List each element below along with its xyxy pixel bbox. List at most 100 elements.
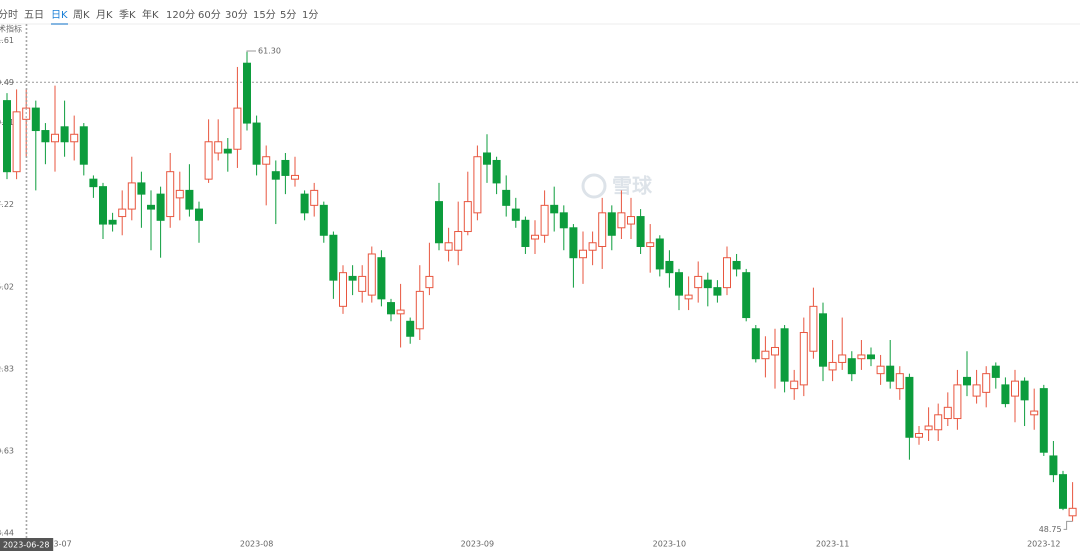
period-tabs: 分时 五日 日K 周K 月K 季K 年K 120分 60分 30分 15分 5分 1分 (0, 0, 1080, 25)
candle-body (953, 384, 962, 420)
candle-body (751, 328, 760, 360)
candle-body (627, 216, 635, 225)
candle-body (684, 294, 693, 300)
period-tab[interactable]: 30分 (225, 10, 248, 21)
x-tick-label: 2023-12 (1027, 540, 1060, 549)
candle-body (636, 216, 645, 247)
candle-body (3, 100, 11, 173)
candle-body (924, 425, 933, 431)
candle-body (387, 302, 395, 315)
candle-body (598, 212, 607, 247)
period-tab[interactable]: 周K (73, 10, 90, 21)
candle-body (521, 219, 530, 247)
candle-body (214, 141, 223, 154)
crosshair-label-box (0, 538, 54, 551)
period-tab[interactable]: 1分 (302, 10, 319, 21)
period-tab[interactable]: 五日 (24, 10, 44, 21)
candle-body (665, 260, 674, 274)
period-tab[interactable]: 月K (96, 10, 113, 21)
period-tab[interactable]: 年K (142, 10, 159, 21)
period-tab[interactable]: 60分 (198, 10, 221, 21)
candle-body (463, 201, 472, 233)
period-tab[interactable]: 分时 (0, 10, 18, 21)
x-tick-label: 2023-08 (240, 540, 273, 549)
candle-body (51, 133, 59, 143)
candle-body (819, 313, 827, 367)
period-tab[interactable]: 5分 (280, 10, 297, 21)
period-tab[interactable]: 120分 (166, 10, 196, 21)
candle-body (799, 332, 808, 386)
candle-body (675, 272, 683, 296)
candle-body (540, 204, 549, 236)
x-tick-label: 2023-09 (461, 540, 494, 549)
candle-body (1068, 507, 1077, 517)
candle-body (1059, 474, 1067, 509)
candle-body (857, 354, 866, 360)
candle-body (137, 182, 146, 195)
watermark-text: 雪球 (612, 174, 653, 198)
candle-body (358, 275, 367, 292)
candle-body (588, 242, 597, 251)
candle-body (732, 260, 741, 270)
candle-body (511, 208, 520, 221)
candle-body (89, 178, 98, 188)
candle-body (713, 287, 722, 296)
y-tick-label: 52.83 (0, 364, 14, 373)
indicator-label: 技术指标 (0, 24, 22, 34)
candle-body (435, 201, 443, 244)
candle-body (1030, 410, 1039, 416)
candle-body (607, 212, 616, 236)
candle-body (1020, 380, 1029, 401)
candle-body (473, 156, 482, 214)
candle-body (492, 159, 501, 184)
candle-body (243, 62, 251, 124)
candle-body (550, 204, 559, 214)
annotation-leader (246, 50, 256, 52)
candle-body (886, 365, 895, 382)
candle-body (483, 152, 491, 165)
candle-body (406, 320, 415, 337)
candle-body (723, 257, 731, 289)
candle-body (329, 234, 338, 281)
candle-body (204, 141, 213, 180)
candle-body (377, 257, 386, 300)
y-tick-label: 57.22 (0, 200, 14, 209)
y-tick-label: 61.61 (0, 36, 14, 45)
candle-body (31, 107, 40, 132)
candle-body (396, 309, 405, 315)
candle-body (271, 171, 280, 180)
candle-body (127, 182, 136, 210)
candle-body (70, 133, 79, 143)
candle-body (905, 376, 914, 438)
candle-body (847, 358, 856, 375)
x-tick-label: 2023-10 (653, 540, 686, 549)
y-tick-label: 50.63 (0, 447, 14, 456)
period-tab[interactable]: 15分 (253, 10, 276, 21)
candle-body (579, 249, 587, 259)
candle-body (300, 193, 309, 214)
candle-body (790, 380, 799, 390)
candle-body (943, 406, 952, 420)
candle-body (415, 290, 424, 330)
candle-body (915, 433, 923, 438)
candle-body (963, 376, 971, 386)
candle-body (195, 208, 203, 221)
candle-body (617, 212, 626, 229)
candle-body (291, 174, 299, 180)
candle-body (1011, 380, 1019, 397)
candle-body (444, 242, 453, 251)
annotation-leader (1063, 520, 1073, 530)
period-tab[interactable]: 季K (119, 10, 136, 21)
candle-body (876, 365, 885, 375)
candle-body (425, 275, 434, 289)
candle-body (895, 373, 904, 390)
candle-body (1049, 455, 1058, 476)
candle-body (703, 279, 712, 289)
ref-label: 60.49 (0, 78, 14, 87)
x-tick-label: 2023-11 (816, 540, 849, 549)
candle-body (742, 272, 751, 319)
candle-body (934, 414, 943, 431)
candle-body (348, 275, 357, 281)
y-tick-label: 55.02 (0, 282, 14, 291)
